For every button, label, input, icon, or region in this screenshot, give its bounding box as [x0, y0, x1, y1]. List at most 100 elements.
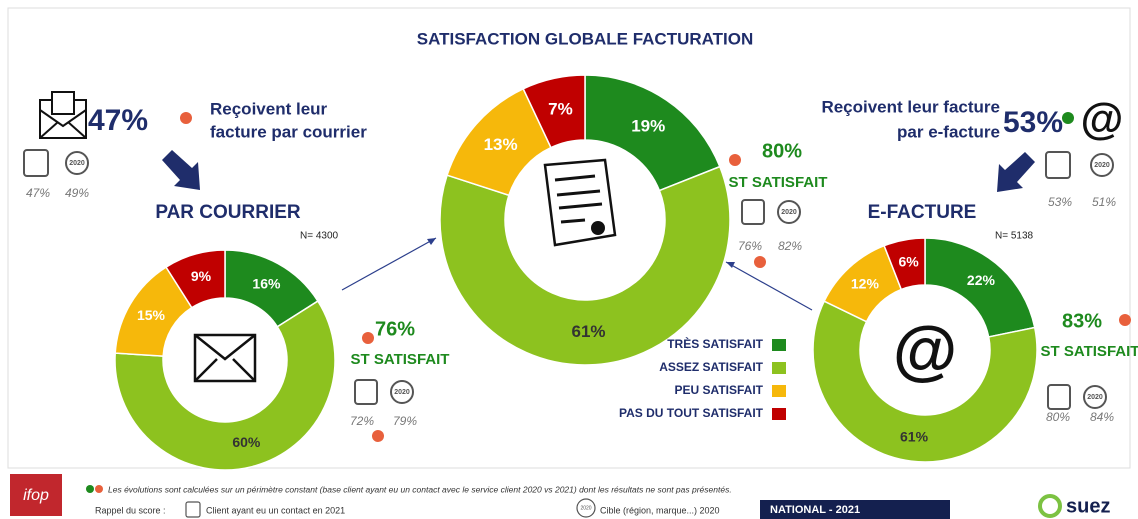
client-icon	[185, 501, 201, 518]
client-score: 80%	[1046, 410, 1070, 424]
slice-label: 16%	[252, 275, 281, 291]
bill-icon	[543, 158, 617, 247]
legend-swatch	[772, 339, 786, 351]
connector	[725, 261, 813, 311]
pin-icon	[390, 380, 414, 404]
pin-label: 2020	[1087, 394, 1103, 401]
target-score: 79%	[393, 414, 417, 428]
target-score: 49%	[65, 186, 89, 200]
trend-down	[362, 332, 374, 344]
slice-label: 15%	[137, 307, 166, 323]
share-text: par e-facture	[897, 122, 1000, 141]
slice-label: 19%	[631, 116, 665, 135]
sample-size: N= 4300	[300, 231, 339, 242]
suez-logo	[1038, 494, 1062, 518]
ifop-text: ifop	[23, 487, 49, 504]
footnote: Les évolutions sont calculées sur un pér…	[108, 484, 732, 494]
client-score: 76%	[738, 239, 762, 253]
trend-down	[180, 112, 192, 124]
slice-label: 7%	[548, 100, 573, 119]
score: 80%	[762, 140, 802, 162]
sample-size: N= 5138	[995, 231, 1034, 242]
client-score: 72%	[350, 414, 374, 428]
trend-down	[95, 485, 103, 493]
arrowhead	[427, 238, 436, 245]
reminder: Rappel du score :	[95, 505, 166, 515]
target-score: 82%	[778, 239, 802, 253]
trend-down	[729, 154, 741, 166]
slide-title: SATISFACTION GLOBALE FACTURATION	[417, 29, 754, 48]
trend-up	[1062, 112, 1074, 124]
scope: NATIONAL - 2021	[770, 504, 860, 516]
client-legend: Client ayant eu un contact en 2021	[206, 505, 345, 515]
donut-slice	[165, 249, 226, 309]
legend-swatch	[772, 362, 786, 374]
client-icon	[1045, 151, 1071, 179]
frame	[7, 7, 1131, 469]
score: 83%	[1062, 310, 1102, 332]
client-score: 53%	[1048, 195, 1072, 209]
drop-icon	[591, 221, 605, 235]
share: 53%	[1003, 106, 1063, 139]
slice-label: 9%	[191, 268, 212, 284]
client-score: 47%	[26, 186, 50, 200]
score: 76%	[375, 318, 415, 340]
slice-label: 6%	[898, 254, 919, 270]
legend-swatch	[772, 408, 786, 420]
client-icon	[23, 149, 49, 177]
donut-slice	[883, 237, 926, 291]
pin-label: 2020	[394, 389, 410, 396]
donut-slice	[812, 300, 1038, 463]
pin-label: 2020	[580, 505, 591, 511]
target-legend: Cible (région, marque...) 2020	[600, 505, 720, 515]
client-icon	[354, 379, 378, 405]
envelope-icon	[39, 91, 87, 139]
slice-label: 13%	[484, 135, 518, 154]
pin-label: 2020	[1094, 162, 1110, 169]
slice-label: 60%	[232, 434, 261, 450]
pin-icon	[576, 498, 596, 518]
slice-label: 12%	[851, 276, 880, 292]
arrow	[162, 150, 200, 190]
legend-label: PEU SATISFAIT	[675, 383, 764, 397]
legend-label: ASSEZ SATISFAIT	[659, 360, 763, 374]
scope-box	[760, 500, 950, 519]
score-label: ST SATISFAIT	[351, 351, 450, 368]
ifop-logo	[10, 474, 62, 516]
trend-up	[86, 485, 94, 493]
trend-down	[372, 430, 384, 442]
legend-label: TRÈS SATISFAIT	[667, 336, 763, 351]
pin-icon	[777, 200, 801, 224]
slice-label: 61%	[572, 322, 606, 341]
arrowhead	[726, 262, 735, 268]
share-text: Reçoivent leur	[210, 99, 328, 118]
client-icon	[1047, 384, 1071, 410]
score-label: ST SATISFAIT	[1041, 343, 1138, 360]
pin-label: 2020	[69, 160, 85, 167]
pin-icon	[1090, 153, 1114, 177]
brand: suez	[1066, 495, 1110, 517]
slice-label: 22%	[967, 272, 996, 288]
donut-slice	[584, 74, 721, 192]
at-icon: @	[1081, 95, 1124, 144]
chart-title: E-FACTURE	[868, 202, 977, 223]
connector	[341, 237, 437, 291]
share-text: facture par courrier	[210, 122, 367, 141]
legend-swatch	[772, 385, 786, 397]
trend-down	[1119, 314, 1131, 326]
donut-slice	[439, 165, 731, 366]
target-score: 51%	[1092, 195, 1116, 209]
share: 47%	[88, 104, 148, 137]
pin-label: 2020	[781, 209, 797, 216]
client-icon	[741, 199, 765, 225]
donut-slice	[522, 74, 586, 149]
envelope-icon	[194, 334, 256, 382]
pin-icon	[65, 151, 89, 175]
share-text: Reçoivent leur facture	[821, 97, 1000, 116]
bill-lines	[554, 174, 603, 224]
score-label: ST SATISFAIT	[729, 174, 828, 191]
legend-label: PAS DU TOUT SATISFAIT	[619, 406, 764, 420]
chart-title: PAR COURRIER	[155, 202, 301, 223]
arrow	[997, 152, 1035, 192]
